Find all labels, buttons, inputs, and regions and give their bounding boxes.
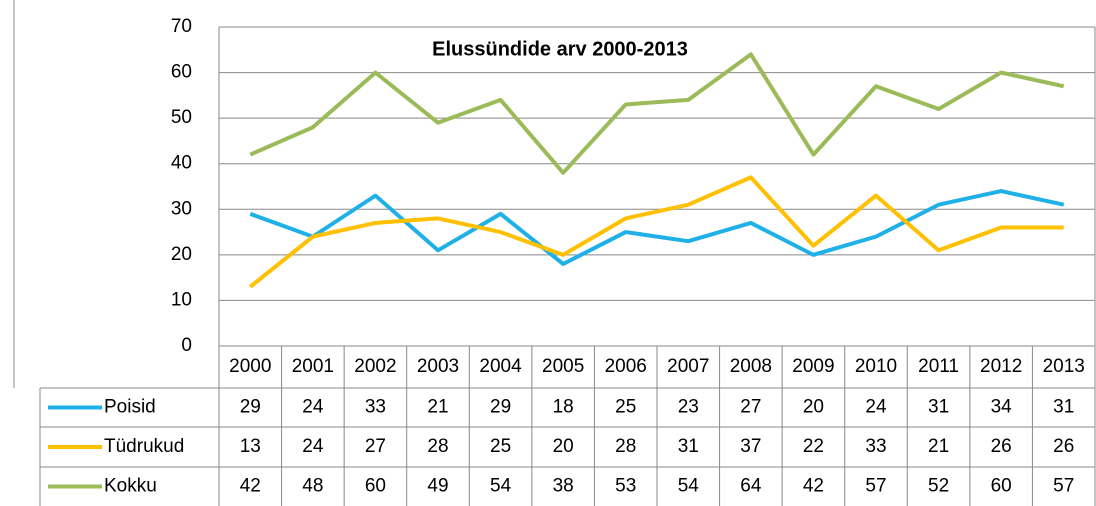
- series-line: [249, 189, 1065, 266]
- x-tick-label: 2006: [605, 356, 647, 377]
- table-value: 57: [1053, 476, 1074, 497]
- x-tick-label: 2010: [855, 356, 897, 377]
- table-value: 25: [615, 397, 636, 418]
- y-tick-label: 30: [171, 198, 192, 219]
- table-value: 38: [553, 476, 574, 497]
- table-value: 20: [803, 397, 824, 418]
- y-tick-label: 20: [171, 244, 192, 265]
- y-tick-label: 60: [171, 62, 192, 83]
- table-value: 37: [740, 436, 761, 457]
- x-tick-label: 2009: [792, 356, 834, 377]
- table-value: 22: [803, 436, 824, 457]
- x-tick-label: 2005: [542, 356, 584, 377]
- table-value: 18: [553, 397, 574, 418]
- table-value: 60: [365, 476, 386, 497]
- table-value: 33: [365, 397, 386, 418]
- table-value: 28: [615, 436, 636, 457]
- table-value: 23: [678, 397, 699, 418]
- x-tick-label: 2004: [479, 356, 522, 377]
- table-value: 60: [991, 476, 1012, 497]
- table-value: 20: [553, 436, 574, 457]
- table-value: 53: [615, 476, 636, 497]
- table-value: 24: [865, 397, 887, 418]
- table-value: 52: [928, 476, 949, 497]
- table-value: 13: [240, 436, 261, 457]
- table-value: 49: [427, 476, 448, 497]
- x-tick-label: 2007: [667, 356, 709, 377]
- x-tick-label: 2012: [980, 356, 1022, 377]
- table-value: 57: [865, 476, 886, 497]
- y-tick-label: 40: [171, 153, 192, 174]
- y-tick-label: 50: [171, 107, 192, 128]
- table-value: 29: [490, 397, 511, 418]
- table-value: 25: [490, 436, 511, 457]
- table-value: 27: [365, 436, 386, 457]
- table-value: 26: [991, 436, 1012, 457]
- legend-label: Tüdrukud: [104, 436, 184, 457]
- table-value: 31: [1053, 397, 1074, 418]
- series-line: [249, 52, 1065, 175]
- y-tick-label: 10: [171, 289, 192, 310]
- series-line: [249, 175, 1064, 289]
- y-tick-label: 0: [181, 335, 192, 356]
- table-value: 26: [1053, 436, 1074, 457]
- x-tick-label: 2001: [292, 356, 334, 377]
- table-value: 29: [240, 397, 261, 418]
- table-value: 54: [490, 476, 512, 497]
- table-value: 27: [740, 397, 761, 418]
- x-tick-label: 2002: [354, 356, 396, 377]
- table-value: 31: [928, 397, 949, 418]
- table-value: 31: [678, 436, 699, 457]
- chart-title: Elussündide arv 2000-2013: [432, 38, 688, 60]
- table-value: 34: [991, 397, 1013, 418]
- table-value: 54: [678, 476, 700, 497]
- y-tick-label: 70: [171, 16, 192, 37]
- table-value: 21: [928, 436, 949, 457]
- table-value: 64: [740, 476, 762, 497]
- x-tick-label: 2011: [918, 356, 959, 377]
- table-value: 42: [803, 476, 824, 497]
- table-value: 21: [427, 397, 448, 418]
- x-tick-label: 2003: [417, 356, 459, 377]
- table-value: 28: [427, 436, 448, 457]
- x-tick-label: 2013: [1043, 356, 1085, 377]
- table-value: 42: [240, 476, 261, 497]
- table-value: 24: [302, 436, 324, 457]
- table-value: 33: [865, 436, 886, 457]
- table-value: 24: [302, 397, 324, 418]
- x-tick-label: 2008: [730, 356, 772, 377]
- legend-label: Poisid: [104, 397, 156, 418]
- table-value: 48: [302, 476, 323, 497]
- legend-label: Kokku: [104, 476, 157, 497]
- x-tick-label: 2000: [229, 356, 271, 377]
